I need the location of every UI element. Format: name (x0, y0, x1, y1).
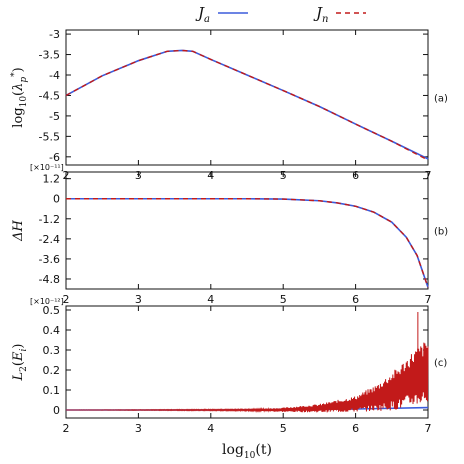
y-tick-label: -6 (49, 151, 60, 164)
xlabel-sub: 10 (244, 451, 256, 461)
xlabel-part: (t) (255, 442, 272, 458)
y-tick-label: 0 (53, 193, 60, 206)
x-axis-label: log10(t) (222, 442, 272, 461)
chart-panels: 234567-3-3.5-4-4.5-5-5.5-6(a)log10(λp*)2… (10, 28, 448, 435)
y-tick-label: 0.3 (43, 344, 61, 357)
series-Jn-line (65, 49, 429, 161)
legend-label-sub: a (204, 14, 210, 25)
y-tick-label: 0.5 (43, 304, 61, 317)
legend-label-sub: n (322, 14, 328, 25)
series-Ja-line (65, 49, 429, 160)
y-axis-label: log10(λp*) (10, 67, 29, 127)
legend-label-1: Jn (313, 4, 328, 25)
ylabel-part: L (11, 372, 26, 382)
x-tick-label: 3 (135, 293, 142, 306)
y-tick-label: 0.1 (43, 384, 61, 397)
y-tick-label: -3.6 (39, 253, 60, 266)
x-tick-label: 5 (280, 293, 287, 306)
x-tick-label: 3 (135, 422, 142, 435)
y-tick-label: 0.2 (43, 364, 61, 377)
ylabel-part: ( (11, 91, 26, 96)
x-tick-label: 4 (207, 293, 214, 306)
ylabel-part: ( (11, 361, 26, 366)
x-tick-label: 5 (280, 422, 287, 435)
ylabel-sub: p (19, 77, 29, 83)
series-Jn-band (66, 342, 429, 413)
x-tick-label: 2 (63, 293, 70, 306)
x-tick-label: 2 (63, 422, 70, 435)
plot-frame (65, 171, 429, 290)
y-tick-label: -4.5 (39, 89, 60, 102)
y-tick-label: -3 (49, 28, 60, 41)
series-Jn-line (66, 198, 429, 288)
y-tick-label: -1.2 (39, 213, 60, 226)
panel-3: 2 3 4 5 6 70.50.40.30.20.10[×10⁻¹²](c)L2(Ei) (11, 297, 447, 435)
x-tick-label: 6 (352, 422, 359, 435)
ylabel-part: log (11, 107, 26, 127)
ylabel-sub: i (19, 349, 29, 352)
y-tick-label: -5 (49, 110, 60, 123)
x-tick-label: 4 (207, 422, 214, 435)
panel-tag: (b) (434, 227, 448, 238)
ylabel-part: ) (11, 67, 26, 72)
panel-tag: (c) (434, 358, 447, 369)
y-tick-label: -5.5 (39, 130, 60, 143)
ylabel-part: λ (11, 83, 26, 92)
ylabel-sub: 2 (19, 366, 29, 372)
ylabel-sub: 10 (19, 96, 29, 108)
y-multiplier: [×10⁻¹²] (30, 297, 64, 306)
plot-frame (65, 29, 429, 166)
y-tick-label: -2.4 (39, 233, 60, 246)
x-tick-label: 7 (425, 422, 432, 435)
y-axis-label: ΔH (11, 219, 26, 241)
ylabel-part: E (11, 351, 26, 362)
x-tick-label: 7 (425, 293, 432, 306)
panel-2: 2 3 4 5 6 7 1.2 0 -1.2 -2.4 -3.6 -4.8 [×10⁻¹¹] (b) ΔH (11, 163, 448, 306)
y-tick-label: 0 (53, 404, 60, 417)
xlabel-part: log (222, 442, 244, 458)
legend-label-main: J (195, 4, 205, 22)
legend-label-main: J (313, 4, 323, 22)
y-tick-label: 1.2 (43, 173, 61, 186)
x-tick-label: 6 (352, 293, 359, 306)
y-axis-label: L2(Ei) (11, 344, 29, 382)
legend: Ja Jn (195, 4, 366, 25)
panel-tag: (a) (434, 94, 448, 105)
y-multiplier: [×10⁻¹¹] (30, 163, 64, 172)
y-tick-label: -3.5 (39, 49, 60, 62)
y-tick-label: -4 (49, 69, 60, 82)
ylabel-part: ) (11, 344, 26, 349)
legend-label-0: Ja (195, 4, 210, 25)
ylabel-sup: * (10, 72, 20, 77)
y-tick-label: 0.4 (43, 324, 61, 337)
y-tick-label: -4.8 (39, 273, 60, 286)
